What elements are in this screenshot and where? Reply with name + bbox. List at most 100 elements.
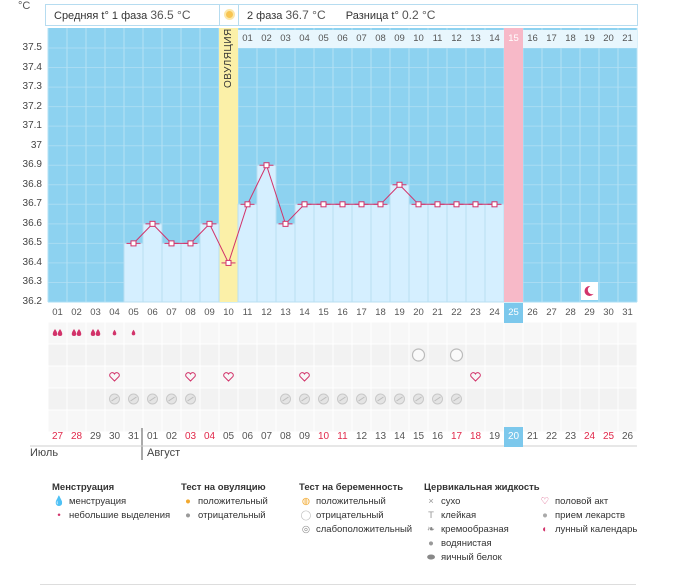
pregnancy-test-icon <box>449 348 464 362</box>
legend-pregtest-weak: ◎ слабоположительный <box>299 524 412 535</box>
symptom-cell <box>48 410 67 432</box>
temperature-point <box>358 201 365 208</box>
post-ovulation-day-label: 07 <box>356 33 367 44</box>
temperature-bar <box>275 223 296 303</box>
symptom-cell <box>561 410 580 432</box>
pregnancy-positive-icon: ◍ <box>301 496 311 507</box>
cycle-day-label: 25 <box>504 303 523 323</box>
pregnancy-weak-icon: ◎ <box>301 524 311 535</box>
heart-icon <box>299 372 310 382</box>
pill-icon-line <box>453 396 460 402</box>
post-ovulation-day-label: 10 <box>413 33 424 44</box>
legend-medication: ● прием лекарств <box>538 510 625 521</box>
symptom-cell <box>219 410 238 432</box>
moon-icon-shadow <box>587 285 597 295</box>
symptom-cell <box>86 388 105 410</box>
pill-icon-line <box>130 396 137 402</box>
temperature-point <box>206 220 213 227</box>
cycle-day-label: 29 <box>584 307 595 318</box>
temperature-point <box>244 201 251 208</box>
symptom-cell <box>86 410 105 432</box>
symptom-cell <box>48 344 67 366</box>
symptom-cell <box>67 388 86 410</box>
legend-menstruation-item: 💧 менструация <box>53 496 127 507</box>
cycle-day-label: 16 <box>337 307 348 318</box>
symptom-cell <box>561 388 580 410</box>
pill-icon-line <box>434 396 441 402</box>
temperature-bar <box>161 242 182 303</box>
temperature-point <box>491 201 498 208</box>
pill-icon-line <box>168 396 175 402</box>
pill-icon: ● <box>542 510 548 521</box>
symptom-cell <box>523 322 542 344</box>
symptom-cell <box>219 366 238 388</box>
calendar-date-label: 23 <box>564 431 577 442</box>
calendar-date-label: 04 <box>203 431 216 442</box>
pill-icon-line <box>301 396 308 402</box>
symptom-cell <box>48 322 67 344</box>
post-ovulation-day-label: 17 <box>546 33 557 44</box>
symptom-cell <box>485 366 504 388</box>
symptom-cell <box>333 322 352 344</box>
symptom-cell <box>48 388 67 410</box>
bottom-divider <box>40 584 636 585</box>
ovulation-negative-icon: ● <box>185 510 191 521</box>
symptom-cell <box>599 322 618 344</box>
heart-icon <box>470 372 481 382</box>
menstruation-drop-icon <box>131 329 136 336</box>
legend-pregtest-negative: ◯ отрицательный <box>300 510 384 521</box>
temperature-point <box>263 162 270 169</box>
symptom-cell <box>181 322 200 344</box>
temperature-bar <box>351 203 372 303</box>
symptom-cell <box>599 410 618 432</box>
symptom-cell <box>333 410 352 432</box>
symptom-cell <box>352 366 371 388</box>
calendar-date-label: 03 <box>184 431 197 442</box>
post-ovulation-day-label: 09 <box>394 33 405 44</box>
symptom-cell <box>390 344 409 366</box>
symptom-cell <box>618 410 637 432</box>
calendar-date-label: 25 <box>602 431 615 442</box>
ovulation-positive-icon: ● <box>185 496 191 507</box>
cycle-day-label: 05 <box>128 307 139 318</box>
menstruation-drop-icon <box>52 329 58 336</box>
pill-icon-line <box>320 396 327 402</box>
symptom-cell <box>257 388 276 410</box>
symptom-cell <box>162 410 181 432</box>
symptom-cell <box>219 322 238 344</box>
legend-intercourse: ♡ половой акт <box>538 496 609 507</box>
calendar-date-label: 01 <box>146 431 159 442</box>
legend-cervical-eggwhite: ⬬ яичный белок <box>424 552 502 563</box>
symptom-cell <box>371 322 390 344</box>
calendar-date-label: 18 <box>469 431 482 442</box>
calendar-date-label: 09 <box>298 431 311 442</box>
symptom-cell <box>257 322 276 344</box>
symptom-cell <box>200 344 219 366</box>
symptom-cell <box>371 366 390 388</box>
symptom-cell <box>314 344 333 366</box>
unit-label: °С <box>18 0 31 12</box>
symptom-cell <box>181 344 200 366</box>
phase2-value: 36.7 °С <box>285 8 326 22</box>
calendar-date-label: 28 <box>70 431 83 442</box>
temperature-chart-svg <box>30 28 638 460</box>
ovulation-label: ОВУЛЯЦИЯ <box>223 28 234 88</box>
calendar-date-label: 22 <box>545 431 558 442</box>
temperature-bar <box>465 203 486 303</box>
y-tick-label: 36.7 <box>22 198 42 210</box>
symptom-cell <box>181 366 200 388</box>
cycle-day-label: 19 <box>394 307 405 318</box>
calendar-date-label: 29 <box>89 431 102 442</box>
symptom-cell <box>295 322 314 344</box>
y-tick-label: 37.4 <box>22 61 42 73</box>
post-ovulation-day-band <box>238 30 637 48</box>
symptom-cell <box>257 344 276 366</box>
temperature-point <box>396 181 403 188</box>
symptom-cell <box>523 410 542 432</box>
symptom-cell <box>295 410 314 432</box>
temperature-bar <box>484 203 505 303</box>
y-tick-label: 36.2 <box>22 296 42 307</box>
sticky-icon: T <box>428 510 434 521</box>
pill-icon-line <box>111 396 118 402</box>
calendar-date-label: 30 <box>108 431 121 442</box>
